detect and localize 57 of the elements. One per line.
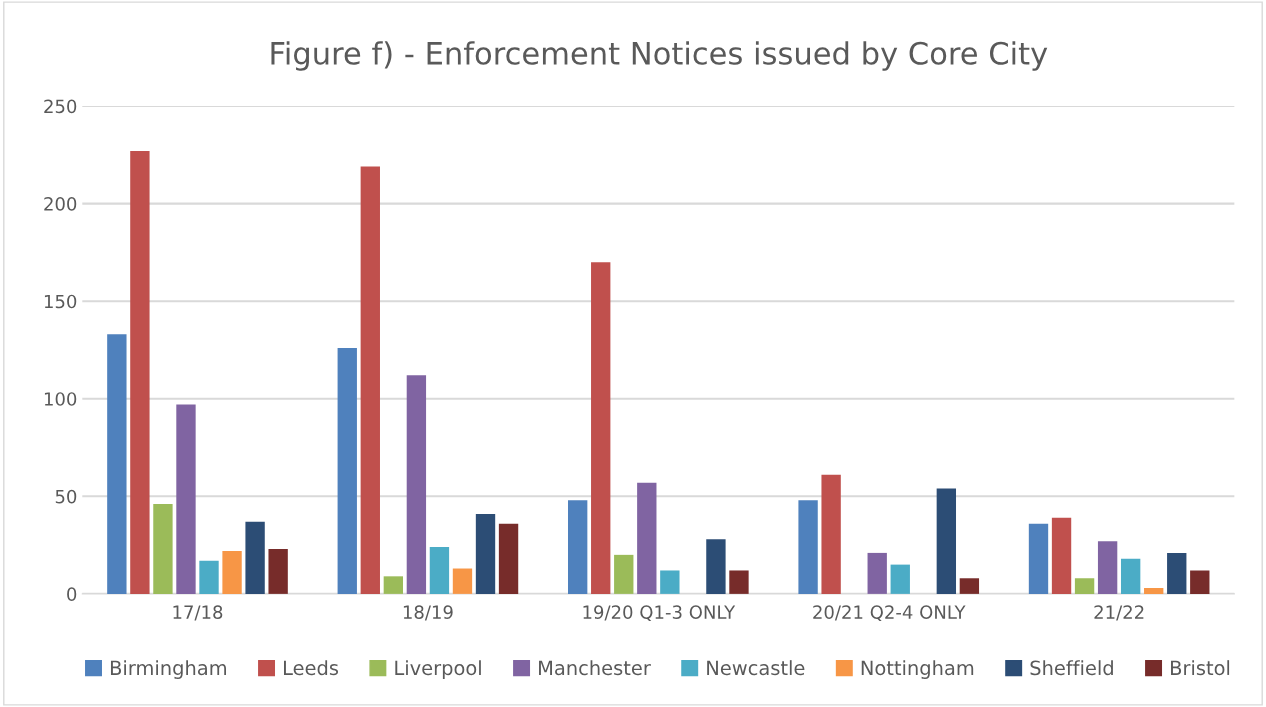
bar [176, 404, 196, 594]
bar [337, 348, 357, 594]
bar [1074, 578, 1095, 594]
legend-label: Leeds [284, 660, 339, 676]
bar [153, 504, 173, 594]
y-tick-label: 100 [44, 392, 77, 406]
bar [130, 150, 150, 594]
bar [798, 500, 818, 594]
y-tick-label: 0 [67, 587, 77, 601]
bar [1051, 517, 1072, 594]
bar [452, 568, 473, 594]
bar [867, 552, 887, 594]
bar [1028, 523, 1049, 594]
bar [1167, 552, 1187, 594]
x-tick-label: 18/19 [403, 605, 453, 621]
legend-label: Bristol [1171, 660, 1230, 676]
bar [706, 539, 726, 594]
bar [498, 523, 519, 594]
bar [614, 554, 634, 594]
legend-label: Sheffield [1030, 660, 1113, 676]
bar [1097, 541, 1118, 594]
bar [821, 474, 841, 594]
bar [429, 547, 450, 594]
y-tick-label: 150 [44, 294, 77, 309]
bar [591, 262, 611, 594]
y-tick-label: 50 [55, 489, 77, 504]
bar [245, 521, 265, 594]
bar [383, 576, 404, 594]
legend-label: Newcastle [707, 660, 805, 676]
legend-label: Nottingham [861, 660, 974, 679]
chart-title: Figure f) - Enforcement Notices issued by Core City [271, 41, 1048, 71]
bar [660, 570, 680, 594]
bar [936, 488, 957, 594]
bar [1144, 588, 1164, 594]
bar [107, 334, 127, 594]
bar [199, 560, 219, 594]
bar [959, 578, 980, 594]
y-tick-label: 250 [44, 99, 77, 114]
bar [1190, 570, 1210, 594]
bar [360, 166, 380, 594]
bar [637, 482, 657, 594]
bar [1120, 558, 1141, 594]
bar [568, 500, 588, 594]
x-tick-label: 19/20 Q1-3 ONLY [583, 605, 736, 622]
y-tick-label: 200 [44, 197, 77, 211]
bar [475, 513, 496, 594]
x-tick-label: 20/21 Q2-4 ONLY [813, 605, 966, 622]
bar [222, 550, 242, 594]
bar [406, 375, 427, 594]
x-tick-label: 17/18 [173, 605, 223, 621]
bar [729, 570, 749, 594]
bar [268, 549, 288, 594]
legend-label: Birmingham [110, 660, 226, 679]
legend-label: Manchester [539, 660, 651, 676]
legend-label: Liverpool [395, 660, 481, 679]
bar [890, 564, 910, 594]
x-tick-label: 21/22 [1094, 605, 1144, 621]
